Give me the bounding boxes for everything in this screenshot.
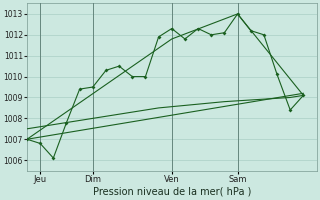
- X-axis label: Pression niveau de la mer( hPa ): Pression niveau de la mer( hPa ): [92, 187, 251, 197]
